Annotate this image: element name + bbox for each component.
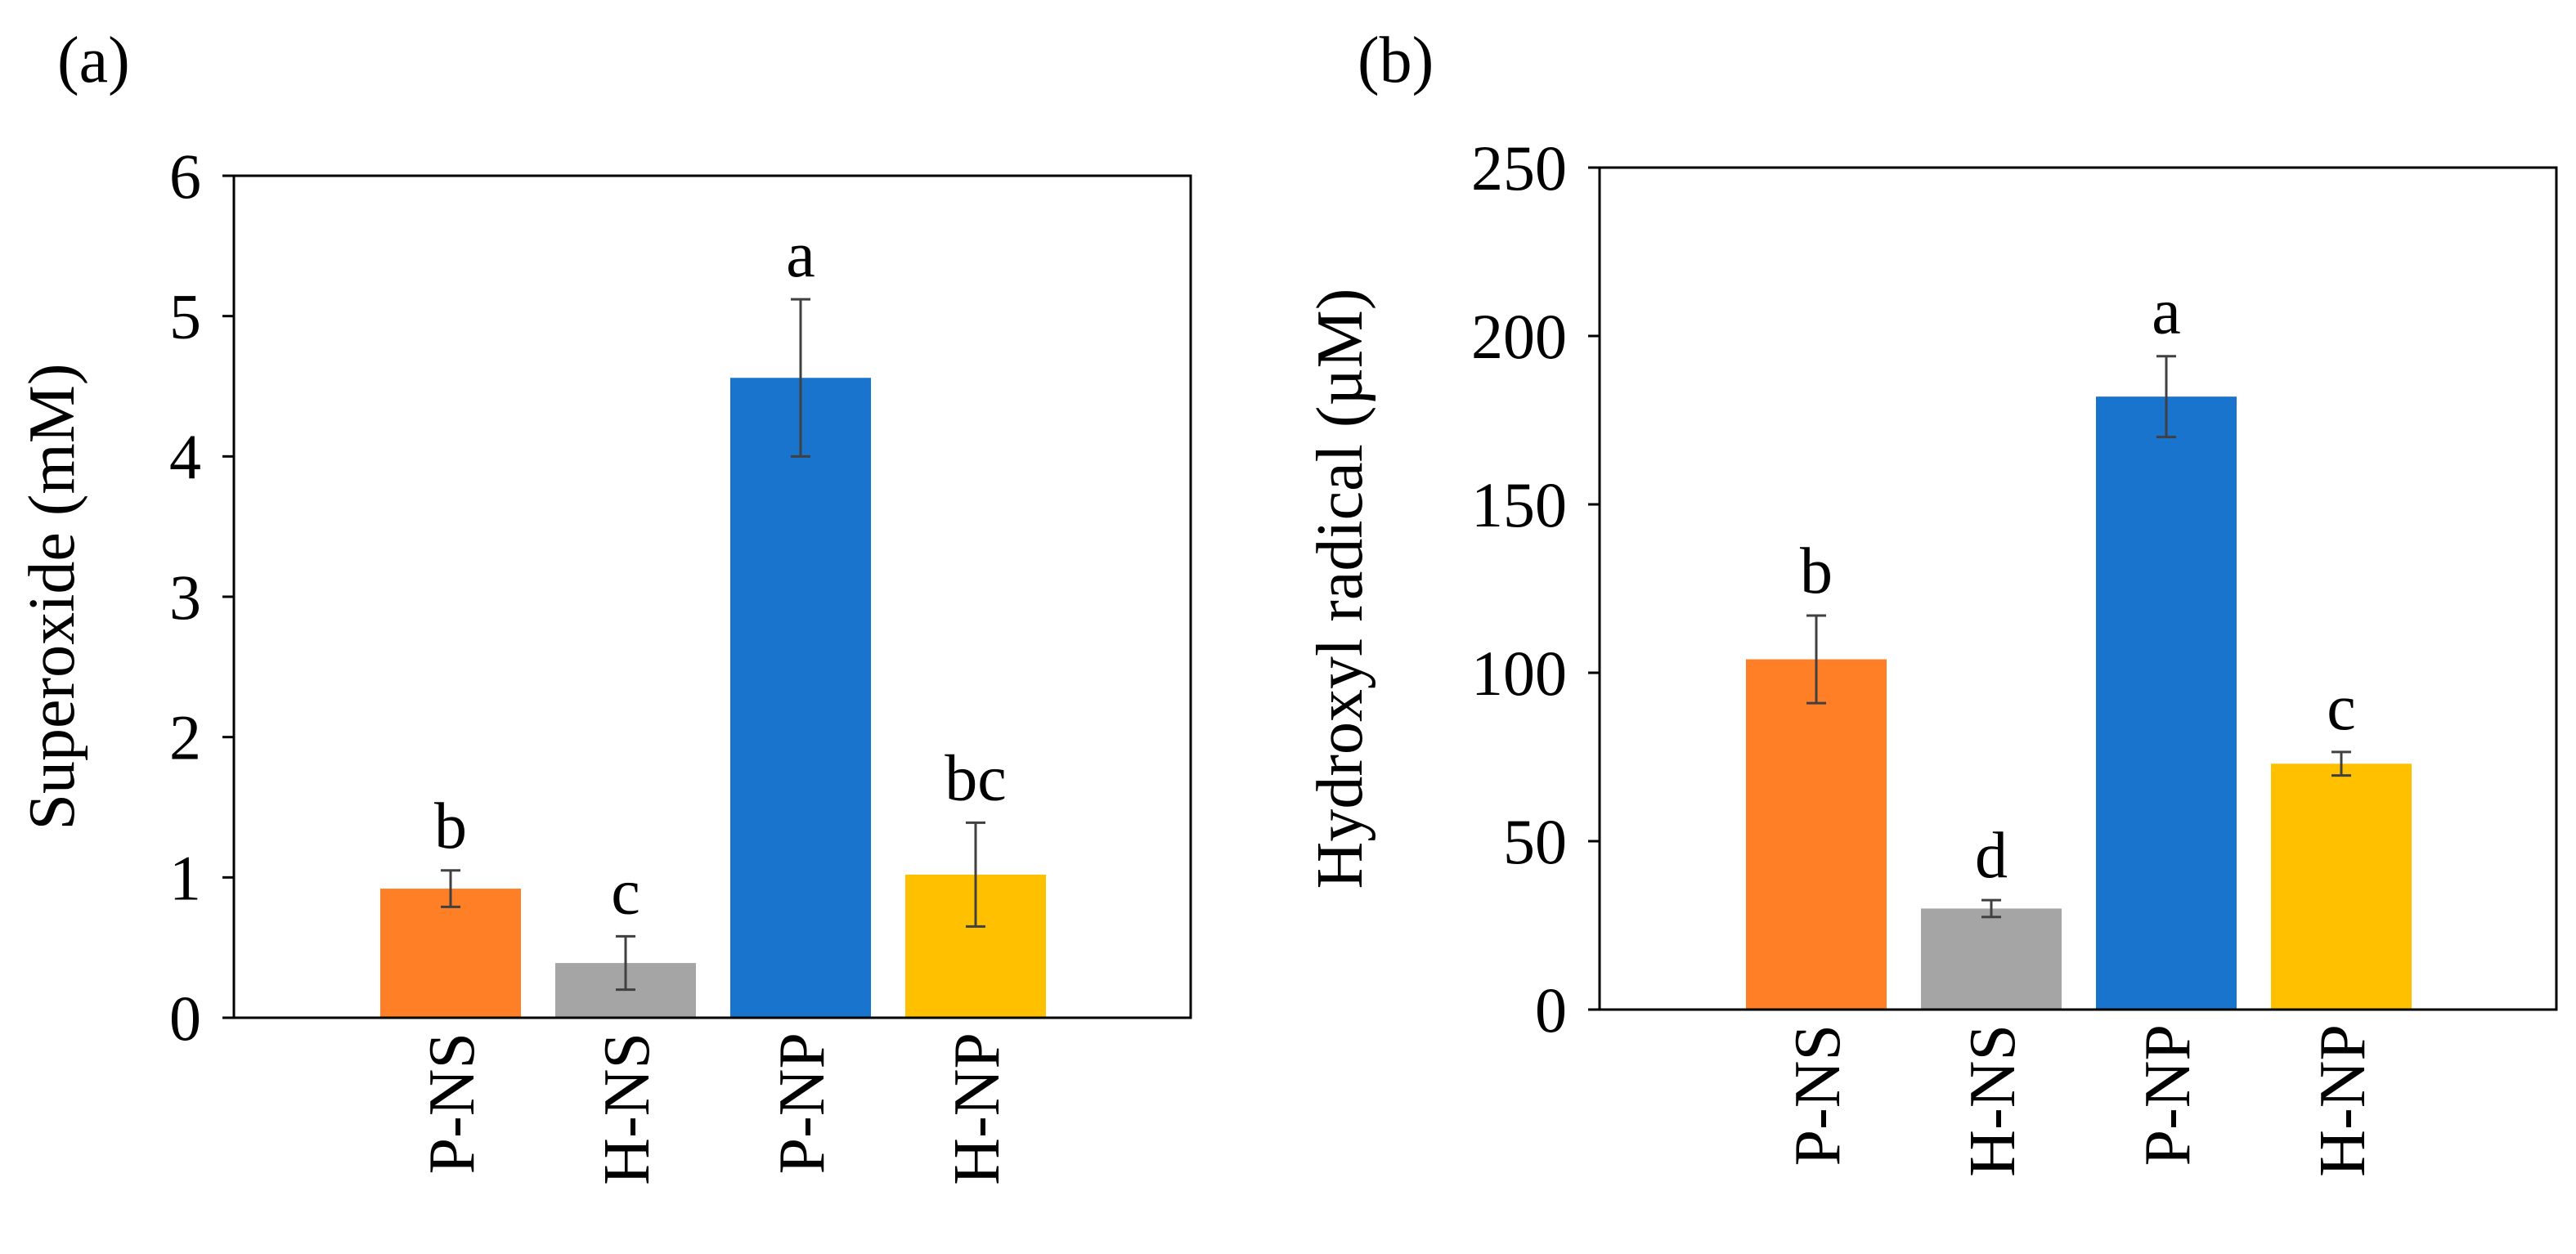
category-label: H-NS xyxy=(1957,1024,2029,1177)
y-tick-label: 3 xyxy=(169,562,201,633)
category-label: P-NP xyxy=(766,1032,838,1174)
panel-a-y-axis-title: Superoxide (mM) xyxy=(16,363,88,830)
significance-letter: c xyxy=(611,856,640,928)
y-tick-label: 0 xyxy=(1535,974,1567,1046)
panel-a-x-categories: P-NS H-NS P-NP H-NP xyxy=(416,1032,1013,1185)
panel-b-y-ticks: 0 50 100 150 200 250 xyxy=(1471,132,1600,1046)
bar-h-np xyxy=(2271,764,2412,1010)
significance-letter: d xyxy=(1975,820,2008,892)
bar-p-ns xyxy=(380,889,521,1018)
bar-p-np xyxy=(730,378,871,1018)
bar-h-ns xyxy=(1921,908,2062,1010)
panel-b-hydroxyl-chart: (b) b d a c 0 50 100 150 200 250 P-NS H-NS P-NP H-N… xyxy=(1304,25,2558,1177)
y-tick-label: 150 xyxy=(1471,469,1567,540)
significance-letter: a xyxy=(786,219,815,291)
significance-letter: c xyxy=(2327,672,2356,744)
y-tick-label: 2 xyxy=(169,702,201,773)
y-tick-label: 0 xyxy=(169,983,201,1054)
y-tick-label: 5 xyxy=(169,281,201,352)
y-tick-label: 1 xyxy=(169,842,201,913)
y-tick-label: 4 xyxy=(169,421,201,492)
significance-letter: bc xyxy=(945,742,1007,814)
category-label: H-NS xyxy=(591,1032,663,1185)
category-label: P-NP xyxy=(2132,1024,2204,1166)
panel-b-y-axis-title: Hydroxyl radical (µM) xyxy=(1304,289,1376,889)
y-tick-label: 50 xyxy=(1503,806,1567,877)
category-label: P-NS xyxy=(1782,1024,1854,1166)
category-label: H-NP xyxy=(941,1032,1013,1185)
panel-b-bars: b d a c xyxy=(1746,276,2412,1010)
panel-a-plot-frame xyxy=(232,174,1192,1019)
category-label: P-NS xyxy=(416,1032,488,1174)
y-tick-label: 6 xyxy=(169,141,201,212)
significance-letter: a xyxy=(2152,276,2181,348)
panel-b-x-categories: P-NS H-NS P-NP H-NP xyxy=(1782,1024,2379,1177)
panel-b-label: (b) xyxy=(1358,25,1434,96)
y-tick-label: 100 xyxy=(1471,638,1567,709)
panel-a-y-ticks: 0 1 2 3 4 5 6 xyxy=(169,141,234,1054)
panel-b-plot-frame xyxy=(1598,166,2558,1011)
significance-letter: b xyxy=(434,790,467,862)
y-tick-label: 250 xyxy=(1471,132,1567,204)
bar-p-ns xyxy=(1746,659,1887,1010)
panel-a-label: (a) xyxy=(57,25,130,96)
category-label: H-NP xyxy=(2307,1024,2379,1177)
bar-p-np xyxy=(2096,396,2237,1010)
y-tick-label: 200 xyxy=(1471,301,1567,372)
significance-letter: b xyxy=(1800,535,1833,607)
